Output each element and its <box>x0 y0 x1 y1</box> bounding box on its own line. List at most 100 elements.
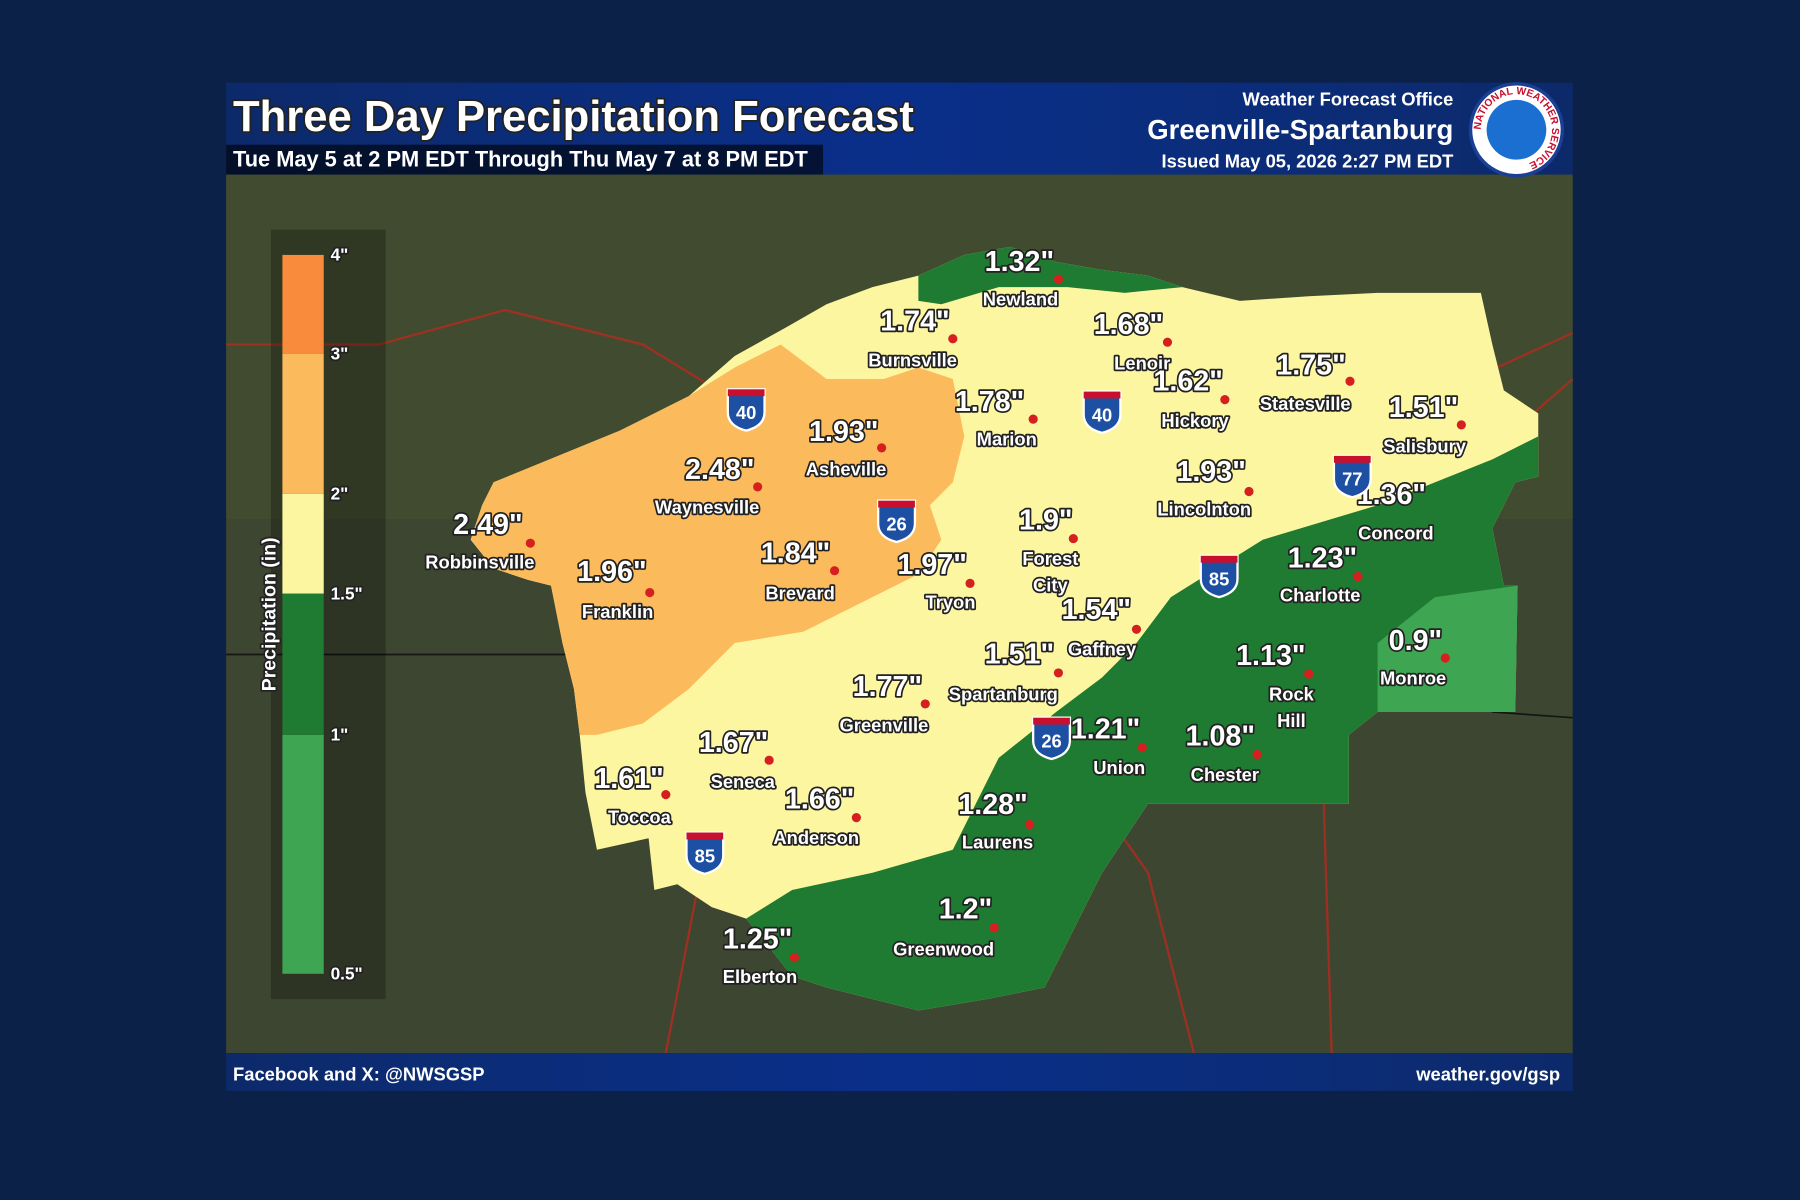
title: Three Day Precipitation Forecast <box>233 93 914 141</box>
interstate-shield-top <box>686 832 724 840</box>
city-dot <box>1053 274 1064 284</box>
interstate-number: 85 <box>1209 569 1229 590</box>
interstate-number: 26 <box>1041 731 1061 752</box>
city-value: 1.61" <box>594 763 663 795</box>
city-name: Franklin <box>582 601 653 622</box>
city-name: Salisbury <box>1383 435 1466 456</box>
city-name: Asheville <box>806 458 887 479</box>
city-dot <box>1131 624 1142 634</box>
city-name: Concord <box>1358 523 1433 544</box>
city-value: 1.93" <box>1176 456 1245 488</box>
city-name: Anderson <box>773 827 859 848</box>
city-dot <box>948 334 958 344</box>
city-name: Spartanburg <box>949 683 1058 704</box>
subtitle-band <box>226 144 824 175</box>
interstate-shield-top <box>1200 555 1238 563</box>
city-dot <box>525 538 535 548</box>
city-name: Rock <box>1269 683 1315 704</box>
city-value: 1.66" <box>785 783 854 815</box>
city-name: Forest <box>1022 548 1078 569</box>
city-dot <box>1028 414 1038 424</box>
issued: Issued May 05, 2026 2:27 PM EDT <box>1162 151 1455 172</box>
city-name: Robbinsville <box>425 551 534 572</box>
interstate-shield-top <box>727 389 765 397</box>
legend-tick-label: 4" <box>331 245 349 265</box>
city-name: Newland <box>983 288 1058 309</box>
interstate-shield <box>1199 554 1239 599</box>
city-value: 2.48" <box>685 454 754 486</box>
city-dot <box>1162 337 1173 347</box>
region-light-green <box>1377 585 1518 712</box>
city-value: 1.67" <box>699 727 768 759</box>
legend-tick-label: 1.5" <box>331 583 363 603</box>
region-green-south <box>746 436 1539 1011</box>
city-name: Chester <box>1191 764 1259 785</box>
city-name: Lenoir <box>1114 353 1170 374</box>
interstate-shield-top <box>1083 391 1121 399</box>
city-value: 1.54" <box>1062 594 1131 626</box>
city-dot <box>645 587 655 598</box>
legend-tick-label: 3" <box>331 343 349 363</box>
city-value: 1.74" <box>880 306 949 338</box>
city-dot <box>877 443 887 453</box>
city-value: 1.93" <box>809 416 878 448</box>
city-value: 1.51" <box>985 639 1054 671</box>
interstate-shield <box>1032 716 1072 761</box>
interstate-shield <box>685 831 725 876</box>
city-dot <box>764 755 774 765</box>
city-value: 1.97" <box>897 549 966 581</box>
city-dot <box>661 790 671 800</box>
city-value: 1.2" <box>939 894 992 926</box>
dynamic-layer: 4" 3" 2" 1.5" 1" 0.5" 1.32" Newland 1.74" Burnsvi… <box>282 243 1468 989</box>
city-dot <box>1353 571 1363 582</box>
interstate-shield-top <box>1033 717 1070 725</box>
city-value: 1.62" <box>1153 365 1222 397</box>
city-name: Greenwood <box>893 938 994 959</box>
footer-band <box>226 1053 1573 1091</box>
city-name: Gaffney <box>1068 639 1137 660</box>
interstate-number: 85 <box>695 845 715 866</box>
legend-title: Precipitation (in) <box>259 537 281 691</box>
city-dot <box>989 923 999 933</box>
city-value: 1.68" <box>1094 309 1163 341</box>
interstate-shield <box>877 499 917 544</box>
city-dot <box>920 699 930 709</box>
city-dot <box>1252 749 1262 760</box>
city-name: Statesville <box>1260 393 1351 414</box>
city-dot <box>1424 527 1434 537</box>
city-dot <box>965 578 975 588</box>
office-name: Greenville-Spartanburg <box>1147 114 1453 145</box>
city-dot <box>1025 819 1035 830</box>
city-name: Elberton <box>723 966 797 987</box>
city-dot <box>789 953 799 963</box>
legend-band <box>282 593 324 735</box>
legend-tick-label: 0.5" <box>331 964 363 984</box>
city-value: 1.28" <box>958 789 1027 821</box>
interstate-shield <box>1082 390 1122 435</box>
city-name: Brevard <box>765 582 834 603</box>
footer-left: Facebook and X: @NWSGSP <box>233 1064 484 1085</box>
city-name: Greenville <box>840 714 929 735</box>
city-dot <box>1068 533 1078 544</box>
city-dot <box>753 482 763 492</box>
city-dot <box>1053 668 1064 678</box>
office-label: Weather Forecast Office <box>1242 89 1453 110</box>
interstate-shield-top <box>1333 455 1371 463</box>
city-value: 1.9" <box>1019 504 1072 536</box>
city-name: Monroe <box>1380 667 1446 688</box>
city-dot <box>1220 395 1230 405</box>
city-value: 2.49" <box>453 509 522 541</box>
interstate-shield <box>1332 454 1372 499</box>
city-name: Lincolnton <box>1157 499 1251 520</box>
legend-tick-label: 2" <box>331 484 349 504</box>
interstate-number: 40 <box>1092 404 1112 425</box>
legend-band <box>282 254 324 354</box>
city-value: 1.25" <box>723 924 792 956</box>
interstate-number: 77 <box>1342 469 1362 490</box>
city-name: Marion <box>977 429 1037 450</box>
city-dot <box>851 813 861 823</box>
city-name: Seneca <box>711 771 776 792</box>
legend-band <box>282 353 324 494</box>
city-value: 1.13" <box>1236 640 1305 672</box>
interstate-number: 40 <box>736 402 756 423</box>
